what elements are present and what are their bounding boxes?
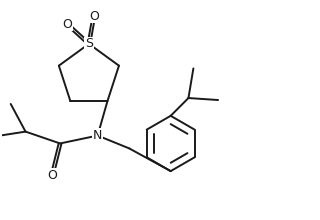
Text: O: O bbox=[89, 10, 99, 23]
Text: N: N bbox=[93, 129, 102, 142]
Text: O: O bbox=[62, 18, 72, 31]
Text: S: S bbox=[85, 37, 93, 50]
Text: O: O bbox=[47, 169, 57, 182]
